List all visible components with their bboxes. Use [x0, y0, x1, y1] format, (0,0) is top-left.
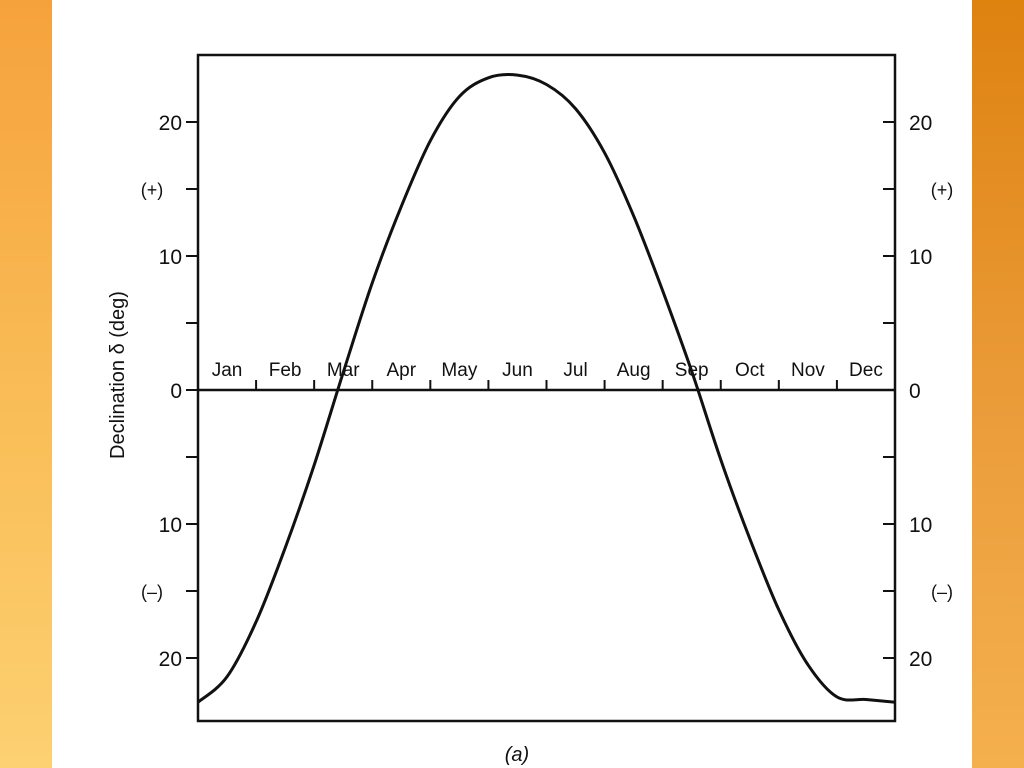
figure-caption: (a) — [505, 744, 529, 766]
y-tick-label-right: 10 — [909, 246, 932, 269]
month-label: Nov — [791, 360, 825, 381]
month-label: Oct — [735, 360, 765, 381]
month-label: Aug — [617, 360, 651, 381]
sign-label-left: (+) — [141, 180, 164, 200]
month-label: Jul — [563, 360, 587, 381]
y-tick-label-left: 0 — [170, 380, 182, 403]
y-tick-label-right: 0 — [909, 380, 921, 403]
month-label: Jan — [212, 360, 243, 381]
month-label: Jun — [502, 360, 533, 381]
y-tick-label-left: 20 — [159, 648, 182, 671]
y-tick-label-right: 20 — [909, 648, 932, 671]
y-tick-label-right: 10 — [909, 514, 932, 537]
month-label: May — [441, 360, 477, 381]
y-tick-label-left: 10 — [159, 514, 182, 537]
y-axis-label: Declination δ (deg) — [107, 291, 129, 459]
left-border — [0, 0, 52, 768]
plot-frame — [196, 53, 897, 723]
y-tick-label-left: 20 — [159, 112, 182, 135]
sign-label-left: (–) — [141, 582, 163, 602]
y-tick-label-left: 10 — [159, 246, 182, 269]
sign-label-right: (+) — [931, 180, 954, 200]
month-label: Dec — [849, 360, 883, 381]
figure-panel — [52, 0, 972, 768]
month-label: Apr — [387, 360, 417, 381]
y-tick-label-right: 20 — [909, 112, 932, 135]
month-label: Feb — [269, 360, 302, 381]
ticks-layer — [186, 121, 895, 659]
right-border — [972, 0, 1024, 768]
sign-label-right: (–) — [931, 582, 953, 602]
declination-curve — [197, 73, 896, 704]
